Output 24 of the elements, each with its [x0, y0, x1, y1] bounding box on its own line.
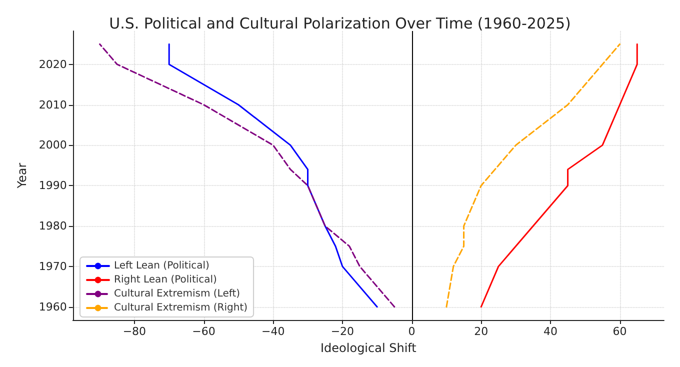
- x-tick-label: 60: [612, 325, 627, 338]
- legend-label: Left Lean (Political): [114, 260, 210, 272]
- x-tick-label: −60: [192, 325, 216, 338]
- x-tick-label: 40: [543, 325, 558, 338]
- y-tick-label: 2020: [38, 58, 67, 71]
- y-tick-label: 2000: [38, 138, 67, 152]
- chart-title: U.S. Political and Cultural Polarization Over Time (1960-2025): [109, 14, 571, 32]
- x-tick-label: −20: [330, 325, 354, 338]
- x-tick-label: 20: [474, 325, 488, 338]
- y-tick-label: 2010: [38, 98, 67, 112]
- legend-label: Cultural Extremism (Left): [114, 288, 240, 300]
- y-tick-label: 1980: [38, 220, 67, 233]
- legend-label: Right Lean (Political): [114, 274, 218, 286]
- x-tick-label: −40: [262, 325, 285, 338]
- x-axis-title: Ideological Shift: [320, 341, 417, 355]
- line-series: [446, 43, 621, 308]
- y-tick-label: 1960: [38, 300, 67, 314]
- x-tick-label: −80: [122, 325, 146, 338]
- line-series: [480, 43, 638, 308]
- x-tick-label: 0: [408, 325, 416, 338]
- y-tick-label: 1990: [38, 179, 67, 192]
- y-axis-title: Year: [15, 162, 29, 190]
- y-tick-label: 1970: [38, 260, 67, 273]
- legend-label: Cultural Extremism (Right): [114, 302, 248, 314]
